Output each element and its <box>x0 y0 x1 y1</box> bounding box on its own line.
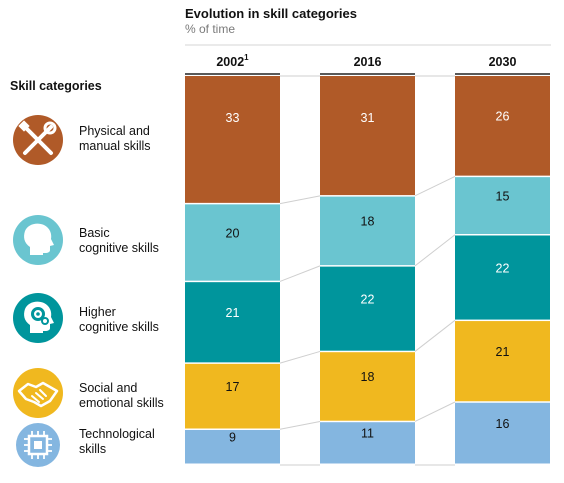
footnote-marker: 1 <box>244 53 249 62</box>
column-header: 20021 <box>216 53 249 69</box>
bar-segment <box>455 177 550 234</box>
data-label: 22 <box>496 261 510 275</box>
connector-line <box>279 195 321 205</box>
data-label: 22 <box>361 292 375 306</box>
connector-line <box>279 265 321 282</box>
data-label: 17 <box>226 380 240 394</box>
connectors-layer <box>279 75 456 466</box>
bar-segment <box>455 402 550 464</box>
bar-segment <box>455 235 550 320</box>
handshake-icon <box>13 368 63 418</box>
connector-line <box>279 420 321 430</box>
bar-segment <box>185 204 280 281</box>
connector-line <box>414 401 456 422</box>
skill-label: Higher cognitive skills <box>79 305 159 334</box>
data-label: 11 <box>361 427 374 441</box>
bars-layer: 33 20 21 17 9 31 18 22 18 11 26 15 22 21 16 <box>185 76 550 464</box>
data-label: 33 <box>226 111 240 125</box>
tools-icon <box>13 115 63 165</box>
data-label: 21 <box>226 306 240 320</box>
bar-segment <box>320 266 415 351</box>
column-headers: 20021 2016 2030 <box>185 53 550 75</box>
head-icon <box>13 215 63 265</box>
chart-subtitle: % of time <box>185 22 235 36</box>
bar-segment <box>320 196 415 266</box>
bar-segment <box>320 422 415 464</box>
data-label: 20 <box>226 226 240 240</box>
data-label: 31 <box>361 111 375 125</box>
data-label: 16 <box>496 417 510 431</box>
data-label: 15 <box>496 189 510 203</box>
bar-segment <box>455 76 550 176</box>
data-label: 26 <box>496 110 510 124</box>
column-header: 2030 <box>489 55 517 69</box>
data-label: 9 <box>229 430 236 444</box>
bar-segment <box>185 363 280 429</box>
bar-segment <box>185 76 280 203</box>
connector-line <box>279 350 321 364</box>
legend-heading: Skill categories <box>10 79 102 93</box>
data-label: 21 <box>496 345 510 359</box>
connector-line <box>414 175 456 197</box>
bar-segment <box>320 352 415 421</box>
bar-segment <box>455 321 550 402</box>
skill-label: Physical and manual skills <box>79 124 151 153</box>
chip-icon <box>16 423 60 467</box>
legend-labels: Physical and manual skills Basic cognitive … <box>79 124 164 456</box>
connector-line <box>414 319 456 352</box>
icons-layer <box>13 115 63 467</box>
column-header: 2016 <box>354 55 382 69</box>
data-label: 18 <box>361 370 375 384</box>
skill-label: Technological skills <box>79 427 155 456</box>
chart-title: Evolution in skill categories <box>185 6 357 21</box>
bar-segment <box>185 282 280 363</box>
bar-segment <box>320 76 415 196</box>
connector-line <box>414 234 456 267</box>
skill-label: Basic cognitive skills <box>79 226 159 255</box>
gear-head-icon <box>13 293 63 343</box>
skill-label: Social and emotional skills <box>79 381 164 410</box>
bar-segment <box>185 429 280 464</box>
data-label: 18 <box>361 215 375 229</box>
